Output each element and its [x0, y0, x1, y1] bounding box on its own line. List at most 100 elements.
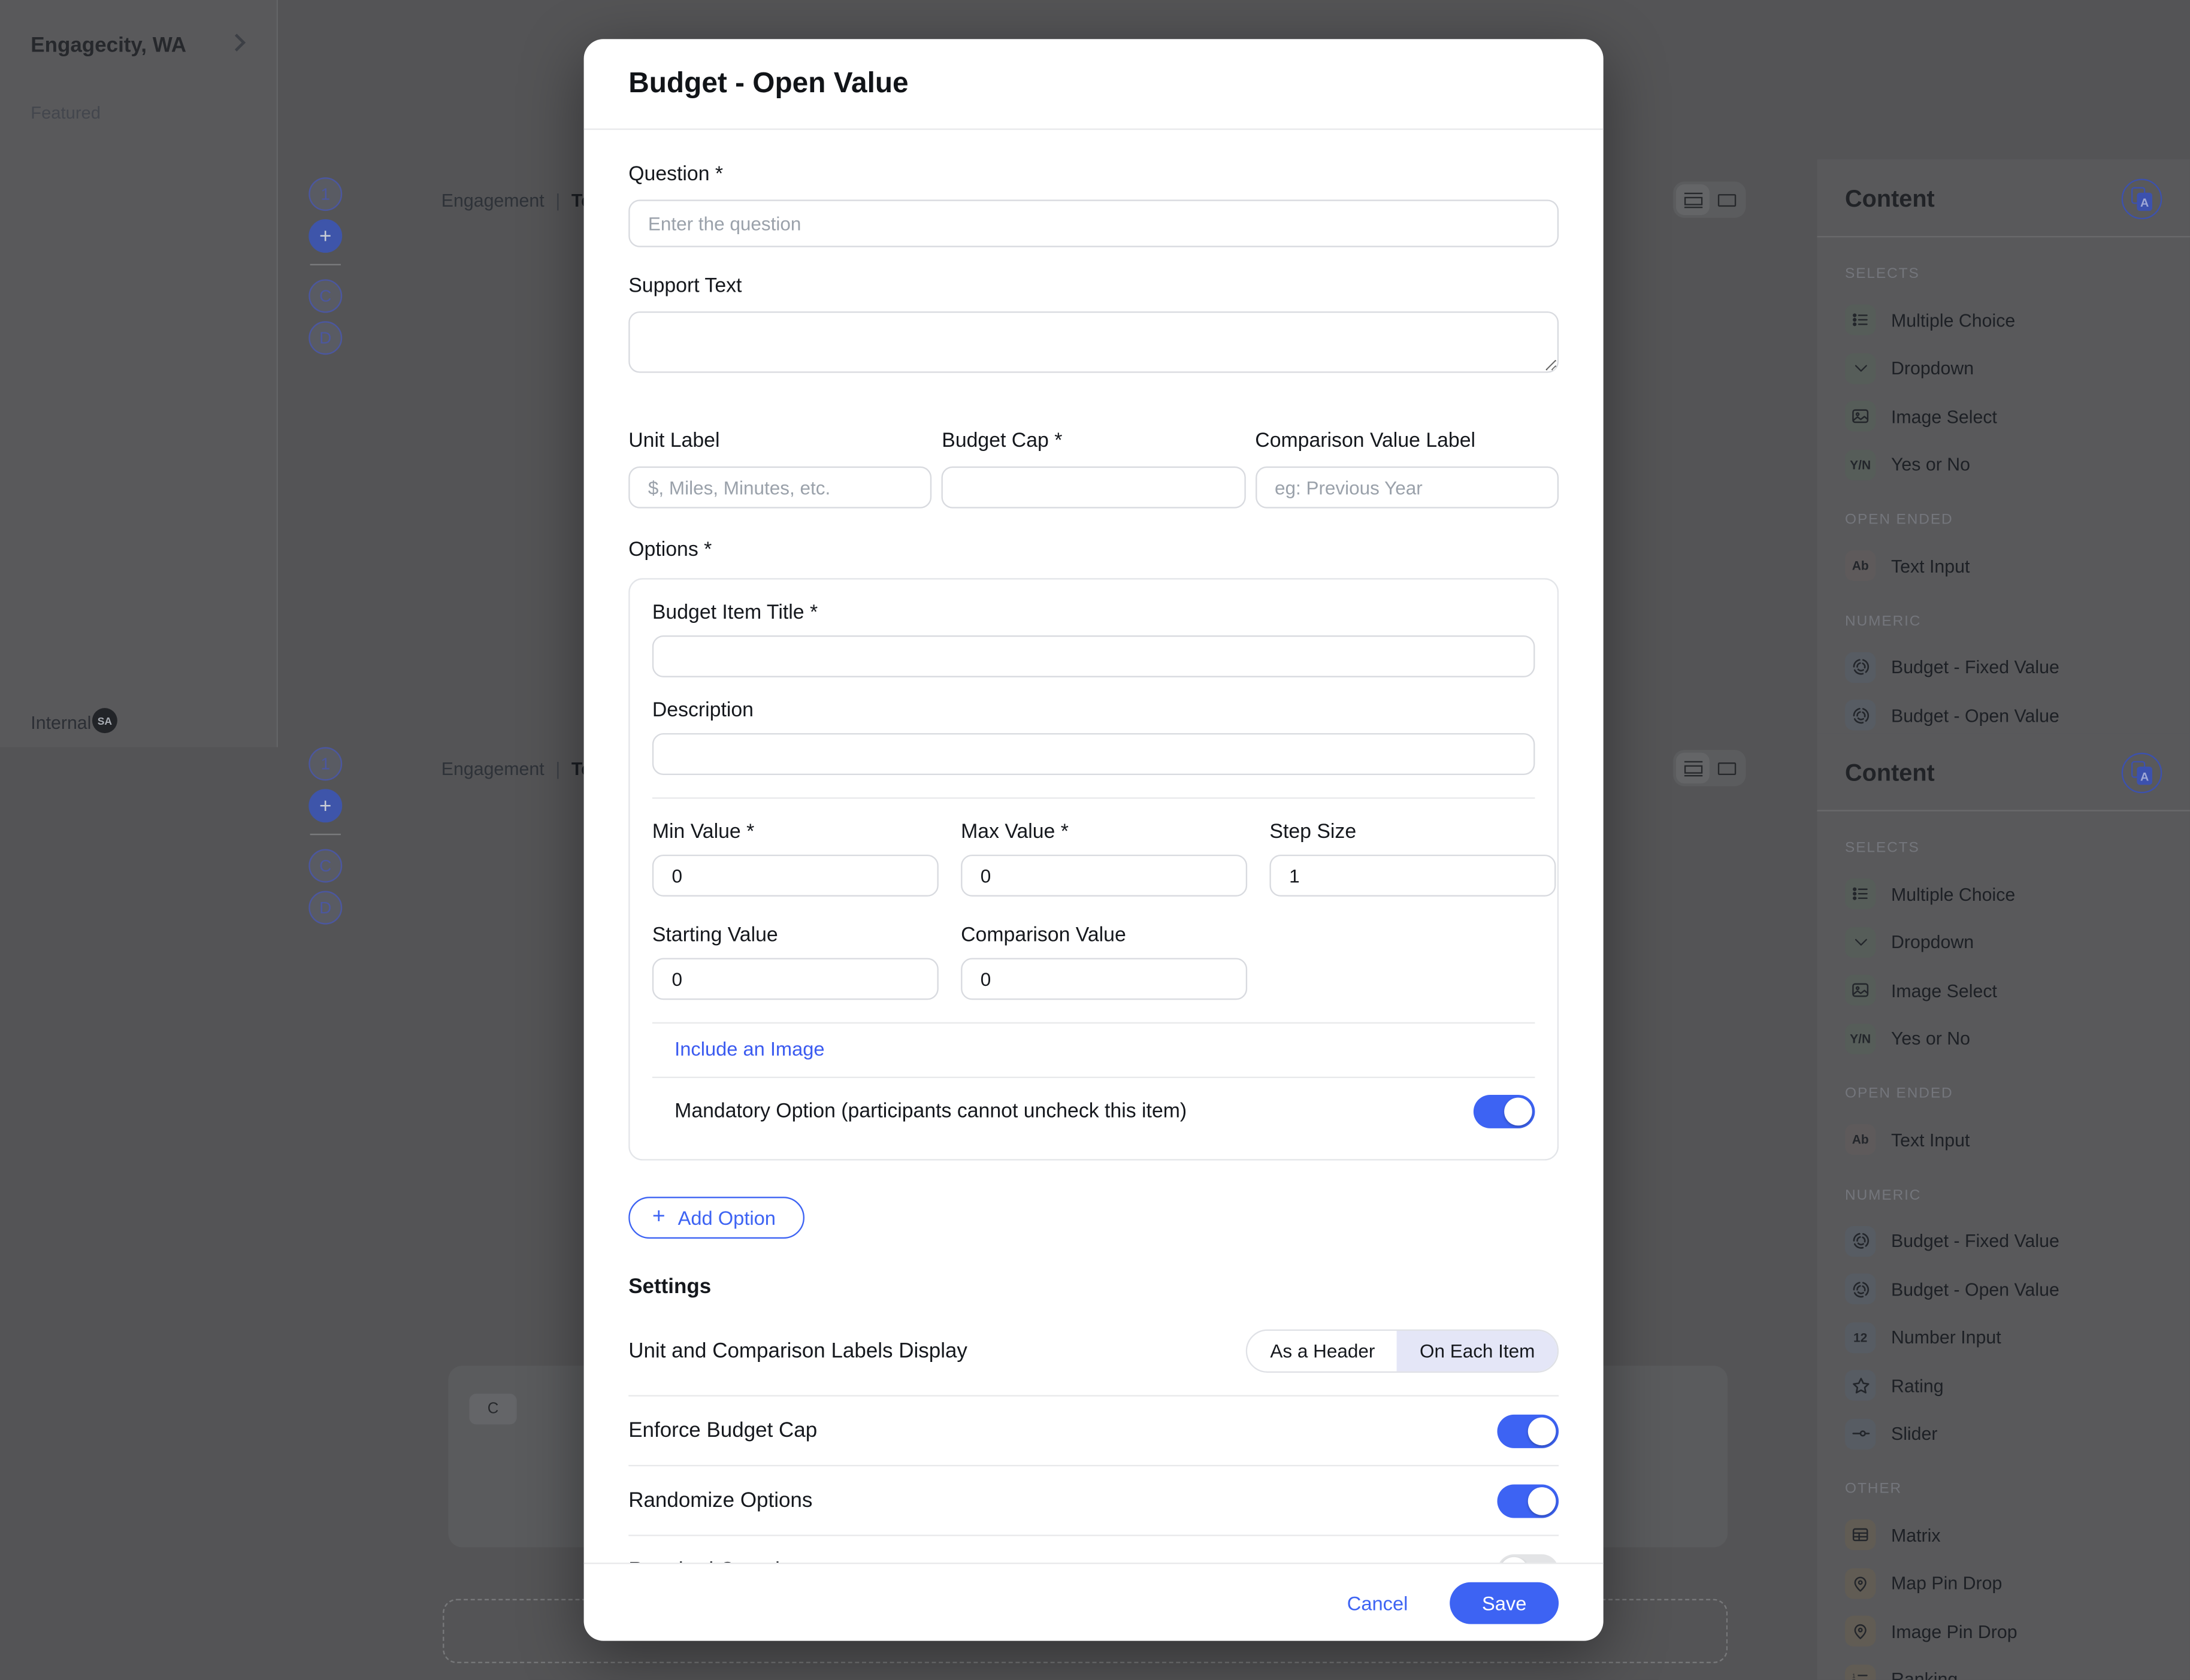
panel-title: Content: [1845, 184, 1935, 212]
question-type-list: SELECTS Multiple Choice Dropdown Image Sele…: [1817, 237, 2190, 747]
modal-header: Budget - Open Value: [583, 39, 1604, 130]
segment-on-each-item[interactable]: On Each Item: [1397, 1331, 1557, 1372]
question-type-item[interactable]: 12 Number Input: [1845, 1313, 2162, 1361]
settings-row-label: Enforce Budget Cap: [628, 1418, 818, 1443]
question-step-1[interactable]: 1: [308, 177, 343, 211]
view-toggle-2: [1673, 750, 1746, 786]
question-type-item[interactable]: Y/N Yes or No: [1845, 1015, 2162, 1063]
question-step-1[interactable]: 1: [308, 747, 343, 781]
question-type-item[interactable]: Budget - Fixed Value: [1845, 1217, 2162, 1265]
question-type-item[interactable]: Ab Text Input: [1845, 1116, 2162, 1164]
breadcrumb-2: Engagement | Te: [441, 758, 591, 779]
settings-heading: Settings: [628, 1275, 712, 1299]
comparison-value-label-input[interactable]: [1255, 466, 1559, 508]
question-type-item[interactable]: Y/N Yes or No: [1845, 441, 2162, 489]
question-type-label: Image Select: [1890, 980, 1997, 1001]
question-type-item[interactable]: Slider: [1845, 1410, 2162, 1458]
include-image-link[interactable]: Include an Image: [674, 1037, 825, 1060]
workspace-title[interactable]: Engagecity, WA: [31, 33, 187, 57]
card-view-icon: [1717, 761, 1736, 774]
comparison-value-label: Comparison Value: [961, 924, 1126, 947]
question-type-label: Matrix: [1890, 1524, 1941, 1546]
question-type-label: Text Input: [1890, 1129, 1970, 1151]
question-step-d[interactable]: D: [308, 891, 343, 925]
min-value-label: Min Value *: [652, 821, 755, 844]
question-type-item[interactable]: Map Pin Drop: [1845, 1559, 2162, 1607]
question-type-item[interactable]: Budget - Open Value: [1845, 1265, 2162, 1313]
question-type-item[interactable]: Budget - Fixed Value: [1845, 643, 2162, 691]
group-label: SELECTS: [1845, 265, 1920, 282]
add-question-button[interactable]: +: [308, 219, 343, 253]
rows-view-button[interactable]: [1675, 184, 1710, 216]
image-icon: [1845, 401, 1876, 432]
question-step-c[interactable]: C: [308, 279, 343, 313]
question-input[interactable]: [628, 199, 1559, 247]
settings-toggle[interactable]: [1497, 1484, 1559, 1518]
breadcrumb-separator: |: [555, 190, 561, 211]
settings-row: Required Question: [628, 1534, 1559, 1563]
save-button[interactable]: Save: [1450, 1581, 1559, 1624]
question-type-item[interactable]: 123 Ranking: [1845, 1655, 2162, 1680]
question-type-item[interactable]: Rating: [1845, 1361, 2162, 1409]
question-type-item[interactable]: Dropdown: [1845, 918, 2162, 966]
support-text-input[interactable]: [628, 311, 1559, 373]
breadcrumb-engagement[interactable]: Engagement: [441, 190, 545, 211]
group-label: NUMERIC: [1845, 612, 1922, 629]
translate-button[interactable]: A: [2121, 178, 2162, 220]
question-type-item[interactable]: Matrix: [1845, 1511, 2162, 1559]
question-step-c[interactable]: C: [308, 849, 343, 883]
card-view-button[interactable]: [1710, 753, 1743, 783]
unit-label-input[interactable]: [628, 466, 932, 508]
question-type-label: Slider: [1890, 1423, 1938, 1445]
card-view-icon: [1717, 193, 1736, 206]
settings-toggle[interactable]: [1497, 1413, 1559, 1448]
step-size-input[interactable]: [1269, 854, 1556, 897]
question-type-item[interactable]: Budget - Open Value: [1845, 691, 2162, 739]
sidebar-item-internal[interactable]: Internal: [31, 712, 92, 734]
left-sidebar: Engagecity, WA Featured Internal SA: [0, 0, 278, 747]
question-nav-stack-2: 1 + C D: [308, 747, 343, 933]
add-option-button[interactable]: + Add Option: [628, 1197, 805, 1239]
group-label: OPEN ENDED: [1845, 1085, 1953, 1102]
question-type-label: Budget - Open Value: [1890, 1279, 2059, 1300]
card-view-button[interactable]: [1710, 184, 1743, 215]
description-label: Description: [652, 700, 754, 722]
divider: [310, 833, 341, 836]
unit-label-label: Unit Label: [628, 430, 720, 453]
budget-cap-input[interactable]: [942, 466, 1245, 508]
settings-toggle[interactable]: [1497, 1553, 1559, 1563]
segment-as-a-header[interactable]: As a Header: [1248, 1331, 1398, 1372]
question-type-item[interactable]: Multiple Choice: [1845, 870, 2162, 918]
comparison-value-input[interactable]: [961, 958, 1248, 1000]
mandatory-option-toggle[interactable]: [1473, 1094, 1535, 1128]
map-pin-icon: [1845, 1567, 1876, 1599]
add-question-button[interactable]: +: [308, 789, 343, 823]
min-value-input[interactable]: [652, 854, 939, 897]
chevron-right-icon[interactable]: [228, 34, 246, 52]
budget-item-title-input[interactable]: [652, 635, 1535, 677]
breadcrumb-separator: |: [555, 758, 561, 780]
question-type-item[interactable]: Image Select: [1845, 966, 2162, 1014]
cancel-button[interactable]: Cancel: [1347, 1591, 1408, 1614]
question-type-label: Rating: [1890, 1375, 1944, 1397]
question-type-item[interactable]: Image Select: [1845, 392, 2162, 440]
svg-text:2: 2: [1852, 1678, 1855, 1680]
question-type-item[interactable]: Image Pin Drop: [1845, 1608, 2162, 1655]
starting-value-input[interactable]: [652, 958, 939, 1000]
translate-button[interactable]: A: [2121, 752, 2162, 794]
starting-value-label: Starting Value: [652, 924, 778, 947]
question-type-label: Image Select: [1890, 405, 1997, 427]
max-value-input[interactable]: [961, 854, 1248, 897]
support-text-label: Support Text: [628, 275, 742, 298]
question-type-item[interactable]: Ab Text Input: [1845, 542, 2162, 590]
question-type-item[interactable]: Dropdown: [1845, 344, 2162, 392]
question-type-item[interactable]: Multiple Choice: [1845, 296, 2162, 344]
question-step-d[interactable]: D: [308, 321, 343, 355]
sidebar-item-featured[interactable]: Featured: [31, 103, 101, 123]
budget-cap-label: Budget Cap *: [942, 430, 1063, 453]
rows-view-button[interactable]: [1675, 752, 1710, 784]
description-input[interactable]: [652, 733, 1535, 776]
ranking-icon: 123: [1845, 1664, 1876, 1680]
breadcrumb-engagement[interactable]: Engagement: [441, 758, 545, 780]
number-input-icon: 12: [1845, 1322, 1876, 1353]
